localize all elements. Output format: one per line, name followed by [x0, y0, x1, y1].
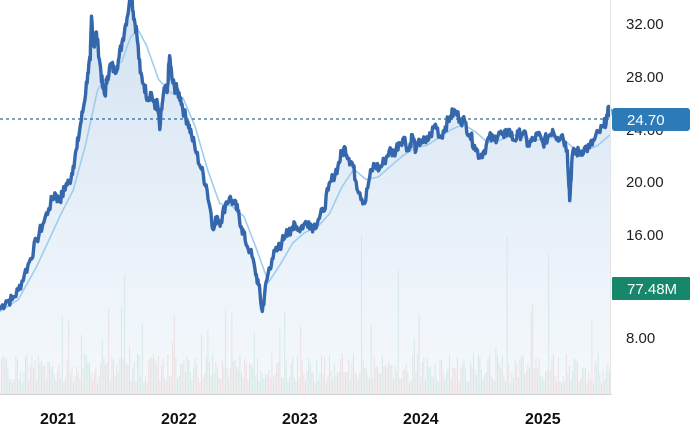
last-price-badge: 24.70 — [612, 108, 690, 131]
y-tick-label: 20.00 — [626, 174, 664, 191]
y-tick-label: 8.00 — [626, 330, 655, 347]
x-tick-label: 2021 — [40, 411, 76, 428]
x-tick-label: 2023 — [282, 411, 318, 428]
x-tick-label: 2022 — [161, 411, 197, 428]
volume-label: 77.48M — [627, 281, 677, 298]
last-price-label: 24.70 — [627, 112, 665, 129]
y-axis: 32.00 28.00 24.00 20.00 16.00 8.00 — [626, 16, 664, 347]
volume-badge: 77.48M — [612, 277, 690, 300]
y-tick-label: 32.00 — [626, 16, 664, 33]
y-tick-label: 16.00 — [626, 227, 664, 244]
y-tick-label: 28.00 — [626, 69, 664, 86]
price-line — [0, 0, 612, 314]
x-tick-label: 2024 — [403, 411, 439, 428]
x-tick-label: 2025 — [525, 411, 561, 428]
price-area — [0, 0, 610, 395]
x-axis: 2021 2022 2023 2024 2025 — [40, 411, 561, 428]
